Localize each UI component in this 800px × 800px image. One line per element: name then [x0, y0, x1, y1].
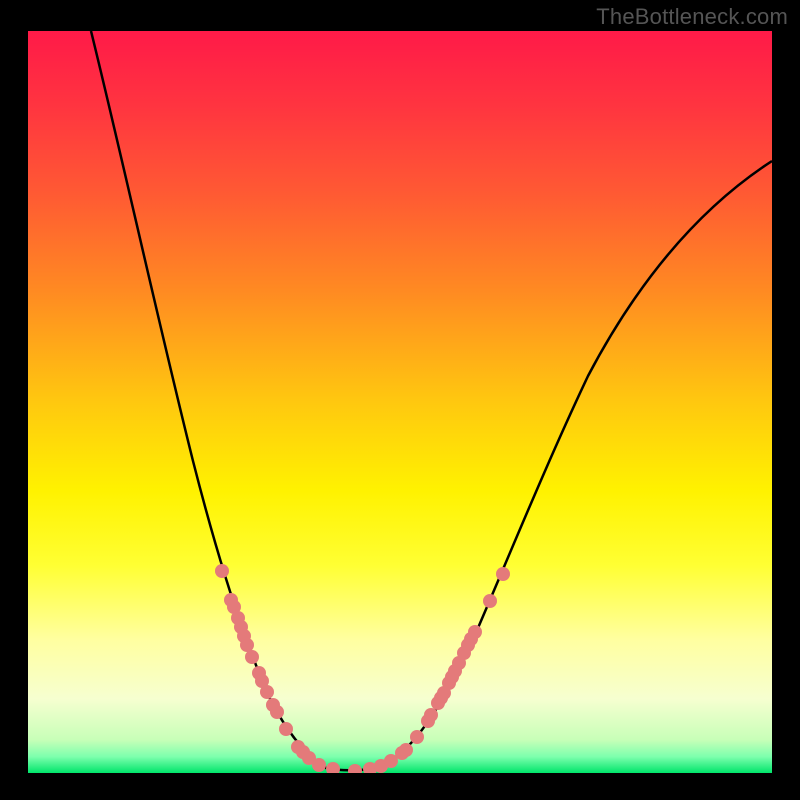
data-dots — [215, 564, 510, 773]
data-dot — [245, 650, 259, 664]
data-dot — [496, 567, 510, 581]
data-dot — [279, 722, 293, 736]
plot-area — [28, 31, 772, 773]
chart-frame: TheBottleneck.com — [0, 0, 800, 800]
data-dot — [424, 708, 438, 722]
bottleneck-curve — [91, 31, 772, 770]
data-dot — [215, 564, 229, 578]
data-dot — [410, 730, 424, 744]
data-dot — [312, 758, 326, 772]
watermark-text: TheBottleneck.com — [596, 4, 788, 30]
data-dot — [260, 685, 274, 699]
data-dot — [483, 594, 497, 608]
data-dot — [326, 762, 340, 773]
data-dot — [270, 705, 284, 719]
data-dot — [399, 743, 413, 757]
data-dot — [468, 625, 482, 639]
curve-layer — [28, 31, 772, 773]
data-dot — [348, 764, 362, 773]
data-dot — [240, 638, 254, 652]
